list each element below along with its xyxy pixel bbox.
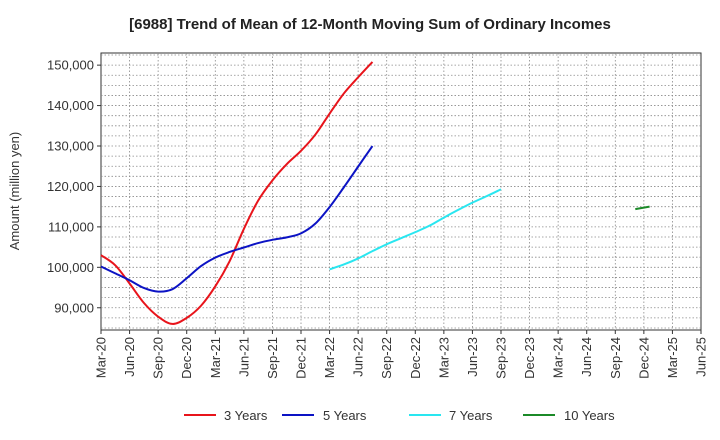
series-line-3-years	[100, 61, 374, 325]
x-tick-label: Mar-24	[551, 337, 566, 378]
x-tick-label: Jun-24	[579, 337, 594, 377]
y-axis-ticks: 90,000 100,000 110,000 120,000 130,000 140,00…	[47, 58, 101, 315]
x-tick-label: Sep-22	[379, 337, 394, 379]
series-line-10-years	[635, 205, 650, 211]
x-tick-label: Mar-22	[322, 337, 337, 378]
y-tick-label: 150,000	[47, 58, 94, 73]
legend-label: 7 Years	[449, 408, 493, 423]
x-tick-label: Mar-23	[436, 337, 451, 378]
x-tick-label: Jun-20	[122, 337, 137, 377]
legend-label: 5 Years	[323, 408, 367, 423]
series-line-7-years	[329, 188, 502, 271]
x-tick-label: Dec-23	[522, 337, 537, 379]
x-tick-label: Jun-22	[351, 337, 366, 377]
plot-area	[100, 52, 702, 331]
x-tick-label: Sep-23	[494, 337, 509, 379]
x-tick-label: Sep-20	[151, 337, 166, 379]
legend: 3 Years 5 Years 7 Years 10 Years	[184, 408, 615, 423]
legend-label: 3 Years	[224, 408, 268, 423]
x-tick-label: Jun-21	[236, 337, 251, 377]
gridlines	[101, 53, 701, 330]
y-tick-label: 140,000	[47, 98, 94, 113]
x-tick-label: Dec-21	[294, 337, 309, 379]
x-tick-label: Sep-24	[608, 337, 623, 379]
x-tick-label: Jun-23	[465, 337, 480, 377]
y-tick-label: 100,000	[47, 260, 94, 275]
y-tick-label: 120,000	[47, 179, 94, 194]
x-tick-label: Dec-22	[408, 337, 423, 379]
y-axis-label: Amount (million yen)	[7, 132, 22, 251]
chart-title: [6988] Trend of Mean of 12-Month Moving …	[129, 16, 611, 33]
x-tick-label: Mar-21	[208, 337, 223, 378]
legend-label: 10 Years	[564, 408, 615, 423]
x-tick-label: Dec-24	[636, 337, 651, 379]
x-tick-label: Sep-21	[265, 337, 280, 379]
x-tick-label: Dec-20	[179, 337, 194, 379]
x-axis-ticks: Mar-20 Jun-20 Sep-20 Dec-20 Mar-21 Jun-21 Sep-…	[94, 330, 709, 379]
y-tick-label: 110,000	[48, 219, 94, 234]
x-tick-label: Mar-25	[665, 337, 680, 378]
x-tick-label: Mar-20	[94, 337, 109, 378]
x-tick-label: Jun-25	[694, 337, 709, 377]
y-tick-label: 130,000	[47, 139, 94, 154]
series-lines	[100, 61, 650, 325]
y-tick-label: 90,000	[54, 300, 94, 315]
series-line-5-years	[100, 145, 374, 293]
